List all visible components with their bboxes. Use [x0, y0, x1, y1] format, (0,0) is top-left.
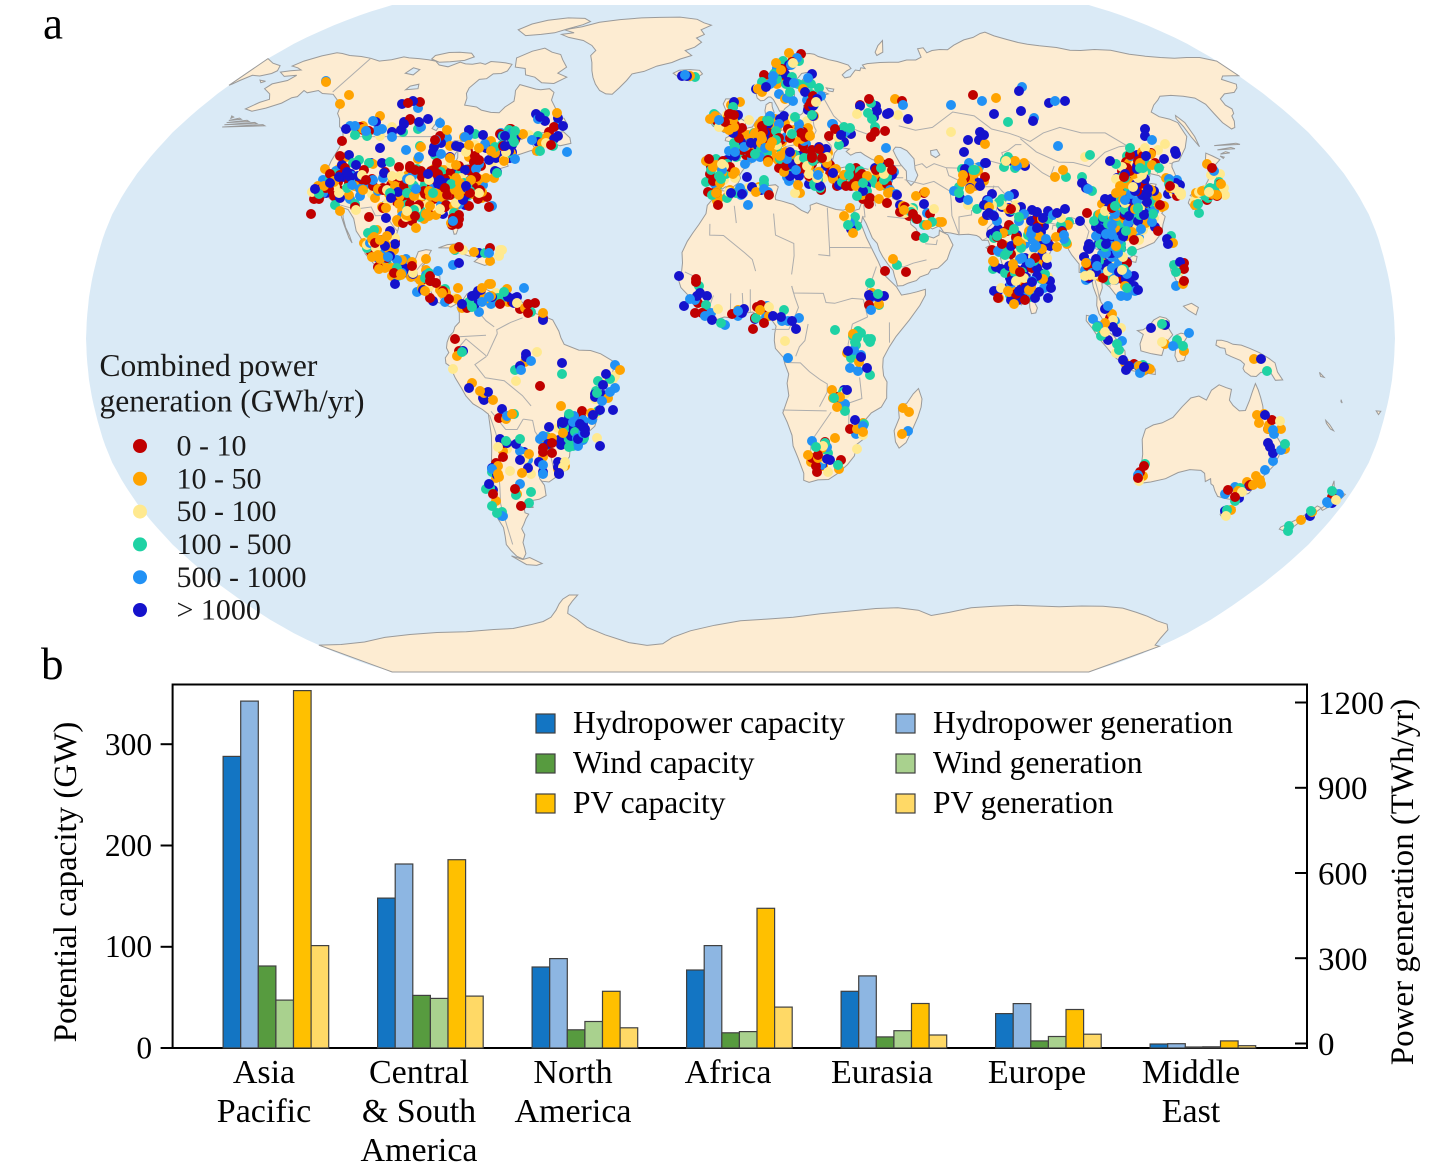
svg-text:b: b — [41, 639, 64, 689]
svg-text:0: 0 — [1318, 1027, 1335, 1063]
svg-text:PV capacity: PV capacity — [573, 785, 726, 820]
svg-text:Middle: Middle — [1142, 1054, 1240, 1091]
svg-text:Eurasia: Eurasia — [831, 1054, 933, 1091]
svg-text:Power generation (TWh/yr): Power generation (TWh/yr) — [1385, 699, 1421, 1066]
svg-text:500 - 1000: 500 - 1000 — [177, 561, 307, 594]
svg-text:generation (GWh/yr): generation (GWh/yr) — [100, 384, 365, 419]
svg-text:Combined power: Combined power — [100, 348, 318, 383]
svg-text:Potential capacity (GW): Potential capacity (GW) — [48, 722, 84, 1043]
svg-text:200: 200 — [105, 828, 152, 863]
svg-text:a: a — [43, 0, 63, 49]
svg-text:Hydropower capacity: Hydropower capacity — [573, 705, 845, 740]
svg-text:10 - 50: 10 - 50 — [177, 462, 262, 495]
svg-text:America: America — [360, 1132, 477, 1169]
svg-text:Africa: Africa — [685, 1054, 772, 1091]
svg-text:1200: 1200 — [1318, 686, 1384, 722]
svg-text:& South: & South — [362, 1093, 476, 1130]
svg-text:PV generation: PV generation — [933, 785, 1114, 820]
svg-text:North: North — [533, 1054, 612, 1091]
svg-text:Asia: Asia — [233, 1054, 295, 1091]
svg-text:600: 600 — [1318, 857, 1368, 893]
svg-text:Wind capacity: Wind capacity — [573, 745, 755, 780]
svg-text:100: 100 — [105, 929, 152, 964]
svg-text:50 - 100: 50 - 100 — [177, 495, 277, 528]
svg-text:Hydropower generation: Hydropower generation — [933, 705, 1233, 740]
svg-text:Europe: Europe — [988, 1054, 1086, 1091]
svg-text:300: 300 — [1318, 942, 1368, 978]
svg-text:Wind generation: Wind generation — [933, 745, 1143, 780]
svg-text:900: 900 — [1318, 771, 1368, 807]
svg-text:0: 0 — [136, 1031, 152, 1066]
svg-text:Central: Central — [369, 1054, 469, 1091]
svg-text:0 - 10: 0 - 10 — [177, 430, 247, 463]
svg-text:100 - 500: 100 - 500 — [177, 528, 292, 561]
svg-text:300: 300 — [105, 727, 152, 762]
svg-text:Pacific: Pacific — [217, 1093, 311, 1130]
svg-text:America: America — [514, 1093, 631, 1130]
svg-text:East: East — [1162, 1093, 1221, 1130]
svg-text:> 1000: > 1000 — [177, 594, 261, 627]
